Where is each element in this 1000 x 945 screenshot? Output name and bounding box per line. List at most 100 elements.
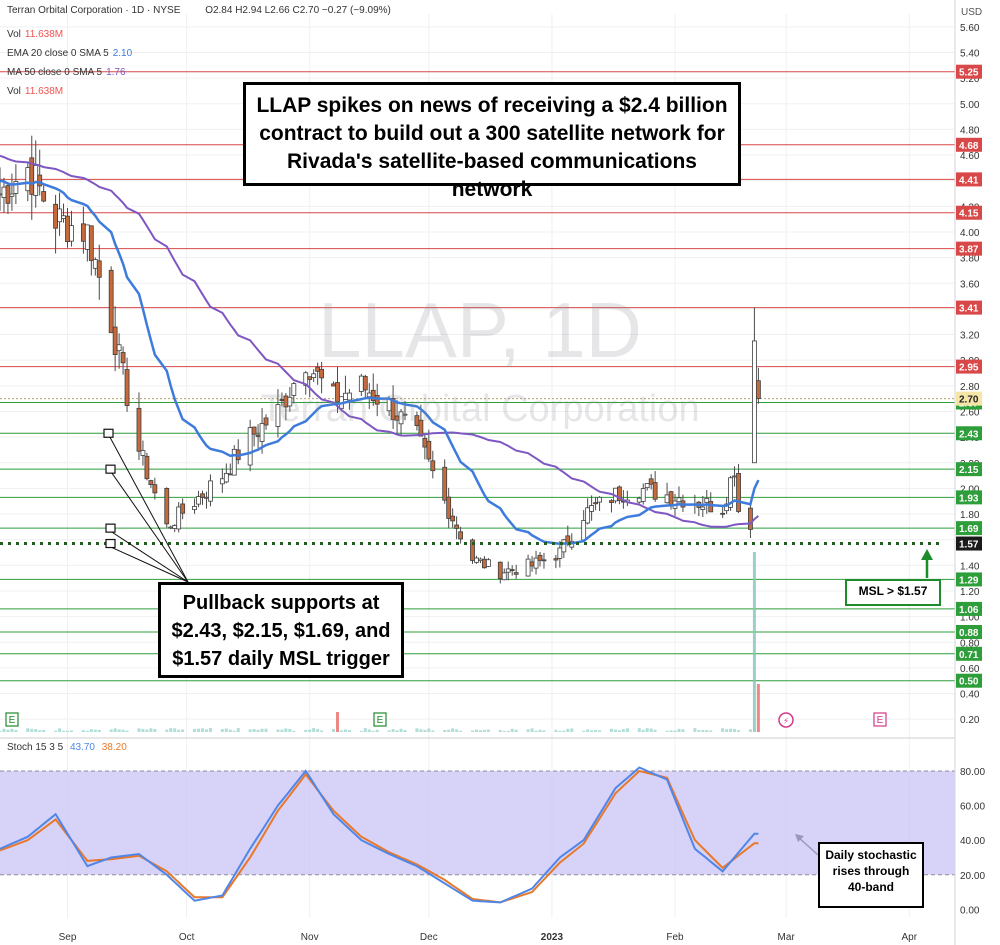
indicator-label: Vol bbox=[7, 29, 21, 40]
indicator-vol[interactable]: Vol 11.638M bbox=[7, 28, 63, 41]
candle-body bbox=[485, 559, 491, 567]
earnings-marker-label: E bbox=[9, 715, 16, 726]
candle-body bbox=[720, 512, 726, 515]
candle-body bbox=[442, 466, 448, 501]
price-tick-label: 5.40 bbox=[960, 48, 980, 59]
volume-bar bbox=[125, 730, 129, 732]
volume-bar bbox=[165, 729, 169, 732]
candle-body bbox=[53, 203, 58, 229]
price-tick-label: 5.60 bbox=[960, 23, 980, 34]
candle-body bbox=[9, 193, 15, 197]
candle-body bbox=[251, 426, 257, 435]
volume-bar bbox=[304, 729, 308, 732]
candle-body bbox=[65, 215, 70, 242]
volume-bar bbox=[26, 728, 30, 732]
price-tick-label: 2.00 bbox=[960, 484, 980, 495]
volume-bar bbox=[62, 730, 66, 732]
chart-grid bbox=[0, 14, 955, 918]
volume-bar bbox=[173, 728, 177, 732]
volume-bar bbox=[459, 730, 463, 732]
candle-body bbox=[116, 344, 122, 352]
candle-body bbox=[505, 568, 511, 573]
axes: 5.605.405.205.004.804.604.404.204.003.80… bbox=[59, 0, 1000, 945]
volume-bar bbox=[395, 730, 399, 732]
volume-bar bbox=[54, 730, 58, 732]
indicator-value: 11.638M bbox=[24, 29, 64, 40]
stoch-tick-label: 0.00 bbox=[960, 905, 980, 916]
volume-bar bbox=[669, 730, 673, 732]
stoch-d-line bbox=[0, 769, 759, 904]
volume-bar bbox=[514, 729, 518, 732]
volume-bar bbox=[66, 730, 69, 732]
volume-bar bbox=[280, 729, 284, 732]
indicator-label: MA 50 close 0 SMA 5 bbox=[7, 67, 103, 78]
earnings-marker bbox=[5, 712, 19, 727]
volume-bar bbox=[625, 728, 629, 732]
candle-body bbox=[529, 561, 535, 567]
stoch-tick-label: 80.00 bbox=[960, 767, 985, 778]
time-tick-label: Mar bbox=[778, 932, 796, 943]
candle-body bbox=[668, 491, 674, 506]
volume-bar bbox=[316, 729, 320, 732]
level-price-tag bbox=[956, 205, 982, 220]
level-price-tag bbox=[956, 572, 982, 587]
candle-body bbox=[13, 181, 19, 194]
msl-arrow-head bbox=[921, 549, 933, 560]
level-price-label: 4.68 bbox=[959, 141, 979, 152]
level-price-tag bbox=[956, 536, 982, 551]
price-levels bbox=[0, 71, 955, 682]
candle-body bbox=[208, 480, 213, 502]
level-price-label: 5.25 bbox=[959, 68, 979, 79]
candle-body bbox=[482, 558, 487, 569]
event-markers: E E E ⚡ bbox=[5, 712, 887, 728]
candle-body bbox=[80, 223, 86, 242]
candle-body bbox=[69, 225, 74, 242]
candle-body bbox=[275, 404, 281, 427]
volume-bar bbox=[427, 728, 431, 732]
volume-bar bbox=[292, 730, 296, 732]
volume-bar bbox=[506, 730, 510, 732]
candle-body bbox=[172, 525, 178, 529]
price-tick-label: 0.20 bbox=[960, 715, 980, 726]
stoch-tick-label: 40.00 bbox=[960, 836, 985, 847]
candle-body bbox=[120, 352, 126, 364]
indicator-label: EMA 20 close 0 SMA 5 bbox=[7, 48, 109, 59]
candle-body bbox=[525, 558, 531, 577]
stoch-legend[interactable]: Stoch 15 3 5 43.70 38.20 bbox=[7, 741, 127, 754]
price-tick-label: 2.80 bbox=[960, 382, 980, 393]
volume-bar bbox=[621, 729, 625, 732]
msl-callout: MSL > $1.57 bbox=[845, 579, 941, 606]
candle-body bbox=[204, 496, 209, 499]
stoch-callout-line-1: Daily stochastic bbox=[825, 848, 917, 862]
stochastic-pane bbox=[0, 737, 1000, 904]
level-price-tag bbox=[956, 673, 982, 688]
indicator-ma50[interactable]: MA 50 close 0 SMA 5 1.76 bbox=[7, 66, 126, 79]
stoch-band bbox=[0, 770, 955, 875]
volume-bar bbox=[586, 729, 590, 732]
pullback-line-2: $2.43, $2.15, $1.69, and bbox=[171, 620, 391, 642]
volume-bars bbox=[0, 552, 760, 732]
currency-label[interactable]: USD bbox=[961, 7, 983, 18]
level-price-label: 0.88 bbox=[959, 628, 979, 639]
chart-title[interactable]: Terran Orbital Corporation · 1D · NYSE bbox=[7, 5, 181, 16]
indicator-label: Vol bbox=[7, 86, 21, 97]
price-tick-label: 3.80 bbox=[960, 254, 980, 265]
stoch-callout-line-2: rises through bbox=[832, 864, 910, 878]
level-price-tag bbox=[956, 490, 982, 505]
support-marker-box bbox=[105, 464, 116, 474]
volume-bar bbox=[137, 728, 141, 732]
candle-body bbox=[454, 524, 460, 529]
candle-body bbox=[180, 503, 186, 514]
candle-body bbox=[263, 417, 269, 426]
price-tick-label: 1.20 bbox=[960, 587, 980, 598]
level-price-tag bbox=[956, 241, 982, 256]
level-price-tag bbox=[956, 300, 982, 315]
volume-bar bbox=[193, 728, 197, 732]
volume-bar bbox=[709, 730, 713, 732]
volume-bar bbox=[387, 730, 391, 732]
candle-body bbox=[597, 496, 602, 503]
indicator-vol-2[interactable]: Vol 11.638M bbox=[7, 85, 63, 98]
level-price-label: 1.93 bbox=[959, 493, 979, 504]
indicator-ema20[interactable]: EMA 20 close 0 SMA 5 2.10 bbox=[7, 47, 132, 60]
